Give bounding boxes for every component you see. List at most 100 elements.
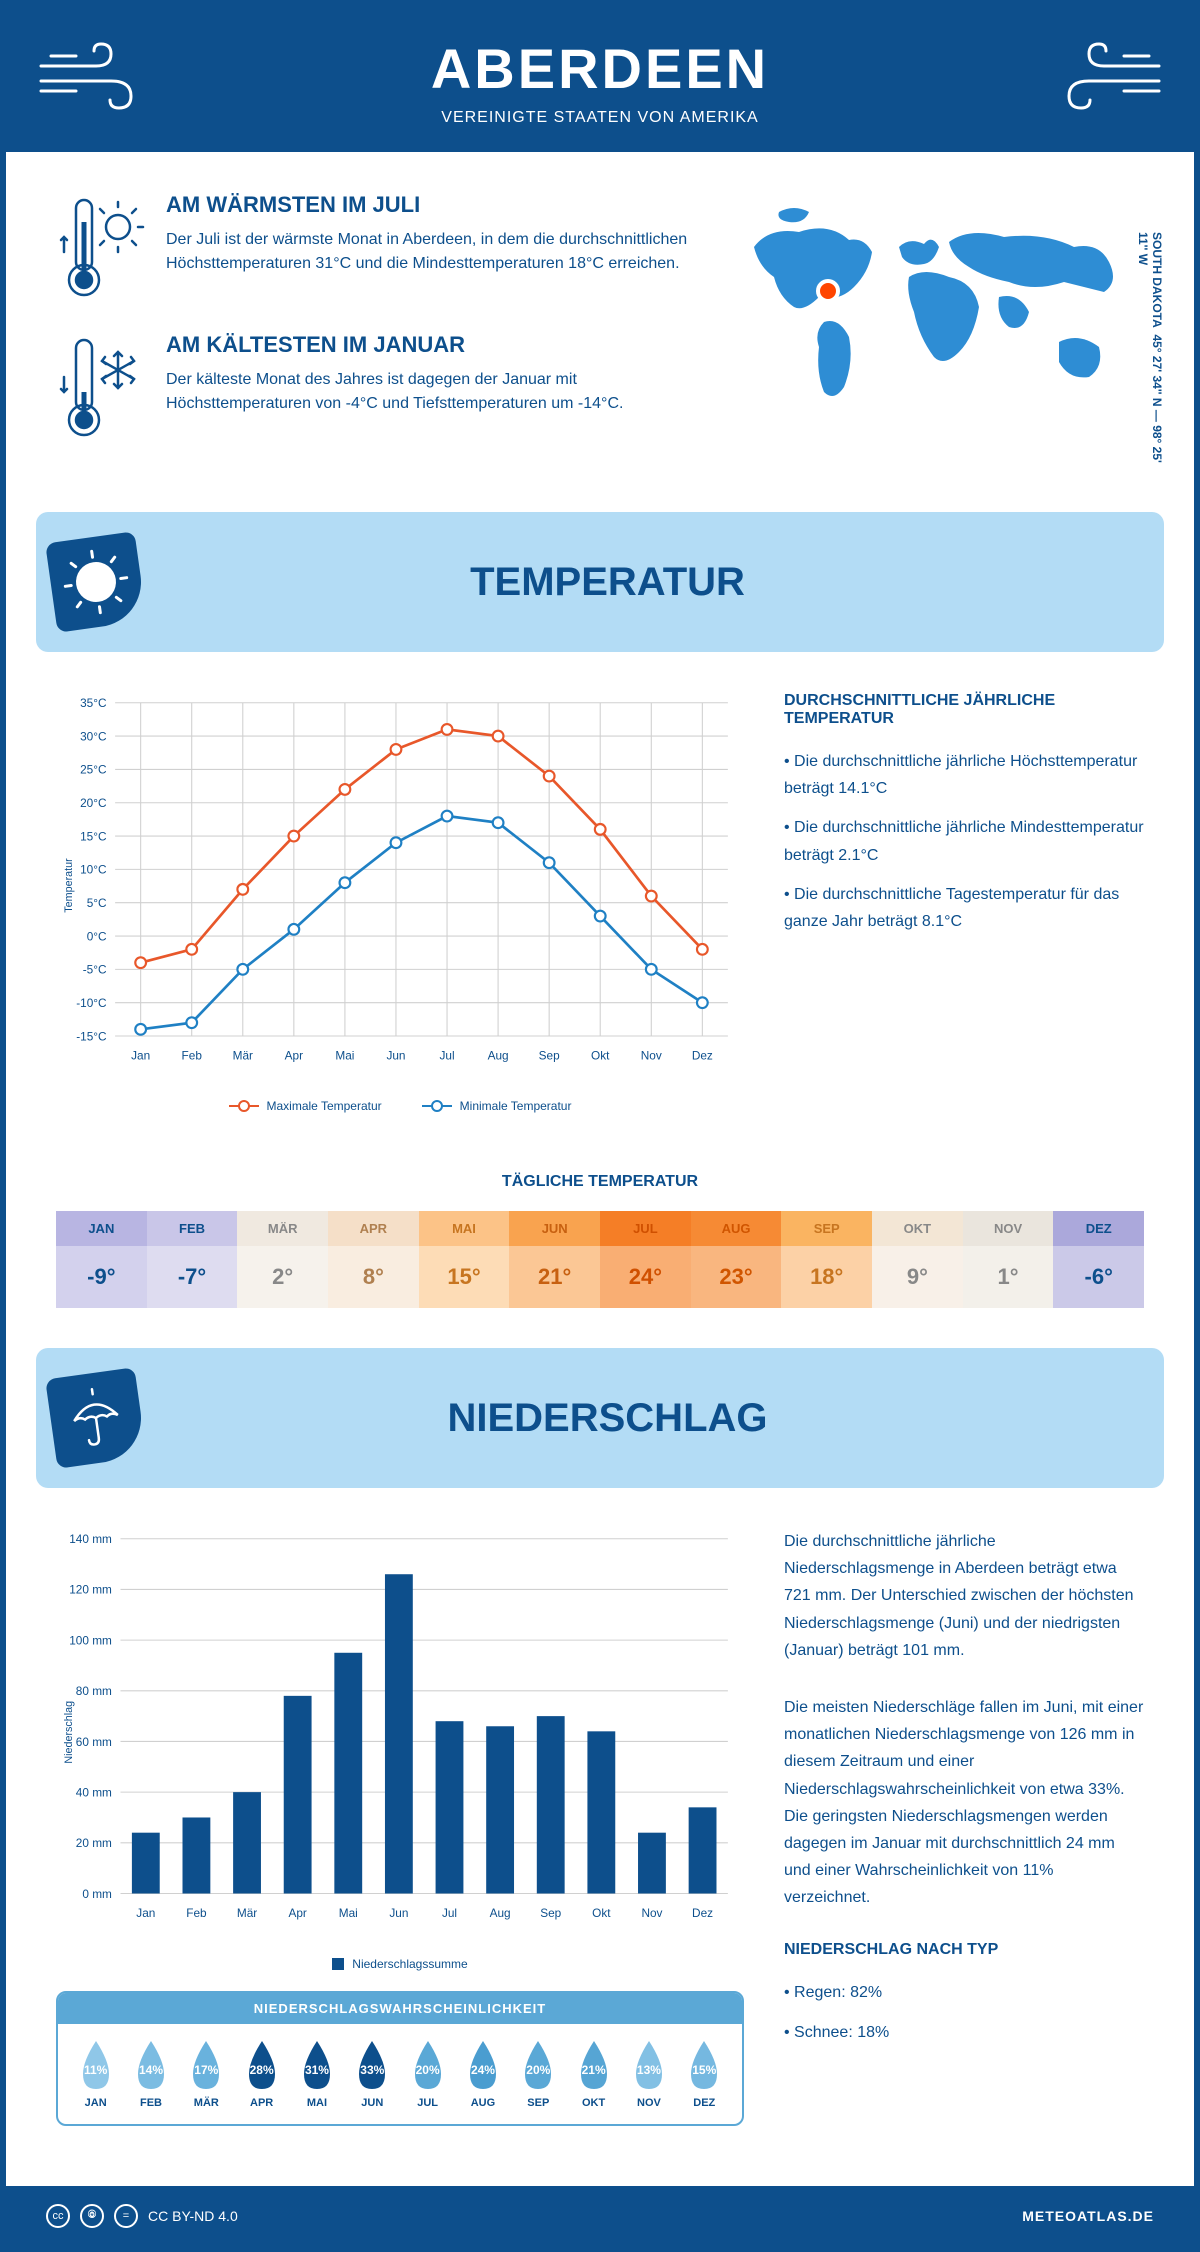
legend-item: .legend-swatch[style*='#1f80c4']::after{… (422, 1099, 572, 1113)
precipitation-legend: Niederschlagssumme (56, 1957, 744, 1971)
svg-text:60 mm: 60 mm (76, 1735, 112, 1749)
precipitation-section-header: NIEDERSCHLAG (36, 1348, 1164, 1488)
daily-temp-cell: OKT 9° (872, 1211, 963, 1308)
precipitation-info: Die durchschnittliche jährliche Niedersc… (784, 1528, 1144, 2146)
daily-temp-cell: JAN -9° (56, 1211, 147, 1308)
svg-text:Temperatur: Temperatur (63, 858, 75, 913)
thermometer-cold-icon (56, 332, 146, 442)
svg-text:0 mm: 0 mm (82, 1887, 112, 1901)
probability-drop: 20% JUL (400, 2039, 455, 2109)
temperature-info: DURCHSCHNITTLICHE JÄHRLICHE TEMPERATUR •… (784, 692, 1144, 1113)
svg-text:Mai: Mai (339, 1906, 358, 1920)
daily-temp-cell: APR 8° (328, 1211, 419, 1308)
svg-text:15°C: 15°C (80, 829, 107, 843)
temperature-section-header: TEMPERATUR (36, 512, 1164, 652)
probability-drop: 17% MÄR (179, 2039, 234, 2109)
svg-text:Jan: Jan (136, 1906, 155, 1920)
svg-text:Jun: Jun (389, 1906, 408, 1920)
precip-type-title: NIEDERSCHLAG NACH TYP (784, 1941, 1144, 1959)
svg-text:Nov: Nov (641, 1049, 662, 1063)
svg-text:Feb: Feb (182, 1049, 203, 1063)
precipitation-bar-chart: 0 mm20 mm40 mm60 mm80 mm100 mm120 mm140 … (56, 1528, 744, 2146)
temperature-title: TEMPERATUR (171, 560, 1044, 605)
svg-text:-10°C: -10°C (76, 996, 107, 1010)
probability-drop: 24% AUG (455, 2039, 510, 2109)
probability-box: NIEDERSCHLAGSWAHRSCHEINLICHKEIT 11% JAN … (56, 1991, 744, 2126)
temperature-bullet: • Die durchschnittliche Tagestemperatur … (784, 881, 1144, 935)
legend-item: .legend-swatch[style*='#e8572a']::after{… (229, 1099, 382, 1113)
intro-text-column: AM WÄRMSTEN IM JULI Der Juli ist der wär… (56, 192, 694, 472)
precip-legend-label: Niederschlagssumme (352, 1957, 467, 1971)
brand: METEOATLAS.DE (1022, 2208, 1154, 2224)
svg-text:80 mm: 80 mm (76, 1684, 112, 1698)
daily-temp-cell: SEP 18° (781, 1211, 872, 1308)
svg-text:0°C: 0°C (87, 929, 107, 943)
probability-drop: 14% FEB (123, 2039, 178, 2109)
svg-text:140 mm: 140 mm (69, 1532, 112, 1546)
svg-text:20°C: 20°C (80, 796, 107, 810)
svg-text:120 mm: 120 mm (69, 1583, 112, 1597)
daily-temp-cell: JUN 21° (509, 1211, 600, 1308)
daily-temp-cell: MÄR 2° (237, 1211, 328, 1308)
daily-temp-strip: JAN -9° FEB -7° MÄR 2° APR 8° MAI 15° JU… (56, 1211, 1144, 1308)
daily-temp-title: TÄGLICHE TEMPERATUR (6, 1173, 1194, 1191)
precipitation-title: NIEDERSCHLAG (171, 1396, 1044, 1441)
svg-text:20 mm: 20 mm (76, 1836, 112, 1850)
precip-type-bullet: • Regen: 82% (784, 1979, 1144, 2006)
daily-temp-cell: DEZ -6° (1053, 1211, 1144, 1308)
daily-temp-cell: MAI 15° (419, 1211, 510, 1308)
world-map (724, 192, 1144, 422)
svg-text:Jun: Jun (386, 1049, 405, 1063)
svg-text:Nov: Nov (641, 1906, 662, 1920)
svg-text:25°C: 25°C (80, 763, 107, 777)
precip-type-bullet: • Schnee: 18% (784, 2019, 1144, 2046)
svg-text:Apr: Apr (285, 1049, 303, 1063)
license: cc 🞋 = CC BY-ND 4.0 (46, 2204, 238, 2228)
country-subtitle: VEREINIGTE STAATEN VON AMERIKA (26, 109, 1174, 127)
temperature-bullet: • Die durchschnittliche jährliche Mindes… (784, 814, 1144, 868)
intro-section: AM WÄRMSTEN IM JULI Der Juli ist der wär… (6, 152, 1194, 512)
svg-text:Dez: Dez (692, 1906, 713, 1920)
temperature-line-chart: -15°C-10°C-5°C0°C5°C10°C15°C20°C25°C30°C… (56, 692, 744, 1113)
svg-text:Mär: Mär (237, 1906, 257, 1920)
svg-text:Jul: Jul (442, 1906, 457, 1920)
precip-para-2: Die meisten Niederschläge fallen im Juni… (784, 1694, 1144, 1912)
precip-para-1: Die durchschnittliche jährliche Niedersc… (784, 1528, 1144, 1664)
license-text: CC BY-ND 4.0 (148, 2208, 238, 2224)
wind-icon-right (1054, 36, 1164, 116)
warmest-title: AM WÄRMSTEN IM JULI (166, 192, 694, 218)
probability-drop: 20% SEP (511, 2039, 566, 2109)
svg-text:Aug: Aug (490, 1906, 511, 1920)
temperature-bullet: • Die durchschnittliche jährliche Höchst… (784, 748, 1144, 802)
thermometer-hot-icon (56, 192, 146, 302)
svg-text:Okt: Okt (592, 1906, 611, 1920)
probability-drop: 15% DEZ (677, 2039, 732, 2109)
footer: cc 🞋 = CC BY-ND 4.0 METEOATLAS.DE (6, 2186, 1194, 2246)
svg-text:Niederschlag: Niederschlag (63, 1701, 75, 1764)
probability-drop: 31% MAI (289, 2039, 344, 2109)
nd-icon: = (114, 2204, 138, 2228)
coldest-block: AM KÄLTESTEN IM JANUAR Der kälteste Mona… (56, 332, 694, 442)
svg-text:35°C: 35°C (80, 696, 107, 710)
warmest-block: AM WÄRMSTEN IM JULI Der Juli ist der wär… (56, 192, 694, 302)
svg-text:Mär: Mär (233, 1049, 253, 1063)
wind-icon-left (36, 36, 146, 116)
svg-text:Feb: Feb (186, 1906, 207, 1920)
probability-drop: 28% APR (234, 2039, 289, 2109)
svg-text:30°C: 30°C (80, 729, 107, 743)
svg-text:Aug: Aug (488, 1049, 509, 1063)
coldest-text: Der kälteste Monat des Jahres ist dagege… (166, 368, 694, 416)
map-column: SOUTH DAKOTA 45° 27' 34'' N — 98° 25' 11… (724, 192, 1144, 472)
svg-text:Sep: Sep (539, 1049, 560, 1063)
sun-icon (45, 531, 147, 633)
probability-drop: 33% JUN (345, 2039, 400, 2109)
svg-text:Apr: Apr (288, 1906, 306, 1920)
infographic-container: ABERDEEN VEREINIGTE STAATEN VON AMERIKA (0, 0, 1200, 2252)
svg-text:5°C: 5°C (87, 896, 107, 910)
coldest-title: AM KÄLTESTEN IM JANUAR (166, 332, 694, 358)
probability-drop: 11% JAN (68, 2039, 123, 2109)
svg-text:Dez: Dez (692, 1049, 713, 1063)
svg-text:40 mm: 40 mm (76, 1785, 112, 1799)
warmest-text: Der Juli ist der wärmste Monat in Aberde… (166, 228, 694, 276)
daily-temp-cell: JUL 24° (600, 1211, 691, 1308)
